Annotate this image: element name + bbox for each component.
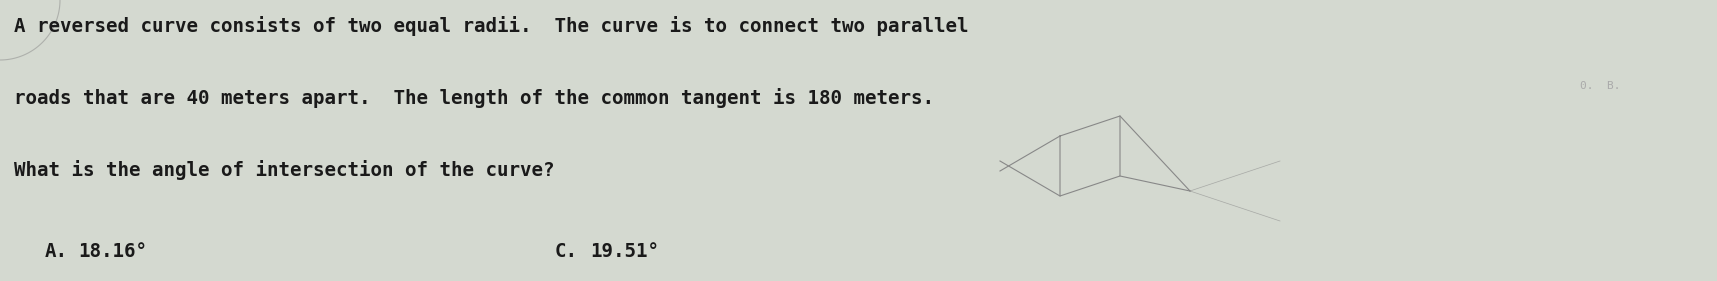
Text: A reversed curve consists of two equal radii.  The curve is to connect two paral: A reversed curve consists of two equal r… [14,16,968,36]
Text: A.: A. [45,242,69,261]
Text: 0.  B.: 0. B. [1580,81,1621,91]
Text: C.: C. [555,242,579,261]
Text: 18.16°: 18.16° [77,242,148,261]
Text: 19.51°: 19.51° [591,242,659,261]
Text: What is the angle of intersection of the curve?: What is the angle of intersection of the… [14,160,555,180]
Text: roads that are 40 meters apart.  The length of the common tangent is 180 meters.: roads that are 40 meters apart. The leng… [14,88,934,108]
